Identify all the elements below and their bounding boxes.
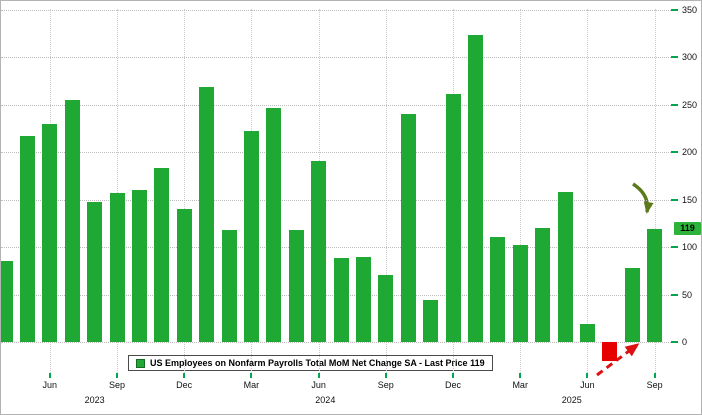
x-axis-tick (384, 373, 387, 378)
bar (266, 108, 282, 342)
horizontal-gridline (1, 199, 673, 201)
bar (333, 258, 349, 342)
legend-box: US Employees on Nonfarm Payrolls Total M… (128, 355, 493, 371)
x-axis-tick (317, 373, 320, 378)
bar (535, 228, 551, 342)
x-tick-label: Sep (646, 380, 663, 390)
bar (87, 202, 103, 342)
bar (557, 191, 573, 342)
y-axis-tick (671, 8, 678, 11)
x-tick-label: Jun (311, 380, 326, 390)
year-label: 2024 (315, 395, 336, 405)
x-tick-label: Jun (42, 380, 58, 390)
x-tick-label: Sep (377, 380, 394, 390)
x-axis-tick (116, 373, 118, 378)
y-tick-label: 0 (682, 337, 688, 347)
x-tick-label: Dec (444, 380, 461, 390)
bar (624, 267, 640, 342)
bar (221, 229, 237, 342)
horizontal-gridline (1, 152, 673, 153)
bar (42, 123, 58, 342)
bar (19, 135, 35, 342)
x-tick-label: Mar (243, 380, 260, 390)
bar (1, 261, 13, 342)
legend-marker-icon (136, 358, 145, 368)
vertical-gridline (184, 9, 186, 375)
x-axis-tick (519, 373, 522, 378)
bar (288, 229, 304, 342)
y-tick-label: 150 (682, 194, 698, 205)
year-label: 2023 (84, 395, 105, 405)
x-axis-tick (250, 373, 253, 378)
last-price-label: 119 (674, 221, 701, 235)
y-tick-label: 100 (682, 242, 698, 252)
bar (355, 257, 371, 342)
horizontal-gridline (1, 104, 673, 106)
y-axis-tick (671, 246, 678, 248)
x-axis-tick (653, 373, 656, 378)
bar-negative (602, 342, 618, 361)
x-tick-label: Jun (580, 380, 595, 390)
bar (579, 323, 595, 342)
horizontal-gridline (1, 342, 673, 343)
bar (311, 160, 327, 342)
bar (467, 35, 483, 342)
bar (378, 274, 394, 342)
x-axis-tick (48, 373, 51, 378)
y-tick-label: 250 (682, 99, 698, 110)
x-tick-label: Dec (176, 380, 193, 390)
bar (64, 99, 80, 342)
vertical-gridline (385, 9, 387, 375)
horizontal-gridline (1, 9, 673, 11)
bar (109, 192, 125, 342)
legend-label: US Employees on Nonfarm Payrolls Total M… (150, 358, 485, 368)
bar (647, 228, 663, 342)
vertical-gridline (654, 9, 656, 375)
y-axis-tick (671, 151, 678, 153)
bar (131, 190, 147, 342)
horizontal-gridline (1, 247, 673, 248)
vertical-gridline (117, 9, 118, 375)
x-axis-tick (586, 373, 589, 378)
bar (512, 245, 528, 342)
y-axis-tick (671, 198, 678, 201)
bar (445, 94, 461, 342)
x-axis-tick (452, 373, 454, 378)
y-tick-label: 200 (682, 147, 698, 157)
bar (423, 300, 439, 342)
horizontal-gridline (1, 57, 673, 58)
x-tick-label: Mar (512, 380, 528, 390)
last-bar-down-arrow-icon (632, 182, 654, 214)
bar (400, 114, 416, 342)
y-tick-label: 50 (682, 289, 693, 300)
year-label: 2025 (561, 395, 582, 405)
y-tick-label: 300 (682, 52, 698, 62)
y-tick-label: 350 (682, 4, 698, 15)
y-axis-tick (671, 293, 678, 296)
bar (490, 236, 506, 342)
y-axis-tick (671, 103, 678, 106)
bar (243, 131, 259, 342)
x-axis-tick (183, 373, 186, 378)
bar (176, 209, 192, 342)
x-tick-label: Sep (108, 380, 125, 390)
y-axis-tick (671, 56, 678, 58)
y-axis-tick (671, 341, 678, 343)
vertical-gridline (520, 9, 522, 375)
bar (154, 168, 170, 342)
bar (199, 87, 215, 342)
vertical-gridline (587, 9, 589, 375)
